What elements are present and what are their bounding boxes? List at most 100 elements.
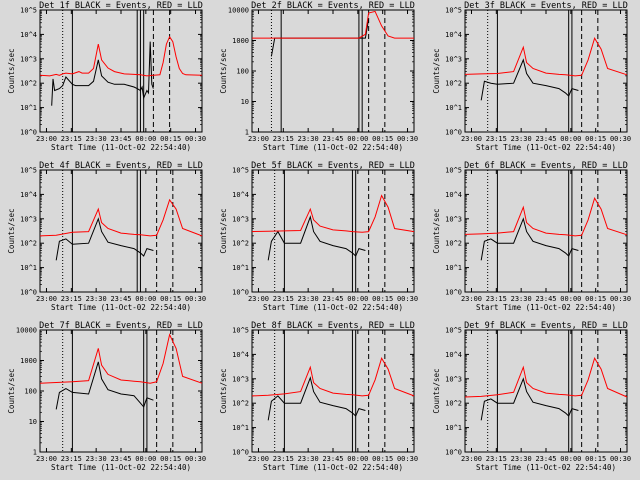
- x-axis-label: Start Time (11-Oct-02 22:54:40): [263, 143, 403, 152]
- chart-title: Det 6f BLACK = Events, RED = LLD: [464, 161, 628, 171]
- x-tick-label: 00:00: [135, 455, 156, 463]
- x-tick-label: 00:30: [397, 455, 418, 463]
- x-tick-label: 00:00: [347, 295, 368, 303]
- x-tick-label: 00:15: [372, 135, 393, 143]
- x-tick-label: 00:15: [372, 295, 393, 303]
- x-tick-label: 00:15: [585, 455, 606, 463]
- y-tick-label: 10^2: [232, 400, 249, 408]
- x-tick-label: 00:00: [560, 135, 581, 143]
- y-axis-label: Counts/sec: [432, 368, 441, 413]
- series-line: [39, 333, 203, 384]
- x-tick-label: 00:30: [185, 455, 206, 463]
- x-tick-label: 23:45: [110, 455, 131, 463]
- y-tick-label: 10^3: [445, 215, 462, 223]
- x-tick-label: 00:00: [135, 295, 156, 303]
- plot-area: [464, 329, 628, 453]
- y-tick-label: 10^0: [20, 129, 37, 137]
- y-tick-label: 10^2: [445, 400, 462, 408]
- x-tick-label: 00:00: [135, 135, 156, 143]
- chart-title: Det 7f BLACK = Events, RED = LLD: [39, 321, 203, 331]
- x-axis-label: Start Time (11-Oct-02 22:54:40): [51, 303, 191, 312]
- plot-area: [39, 329, 203, 453]
- x-tick-label: 23:00: [248, 135, 269, 143]
- plot-area: [251, 9, 415, 133]
- x-tick-label: 00:15: [160, 455, 181, 463]
- plot-area: [464, 169, 628, 293]
- y-tick-label: 10^3: [445, 55, 462, 63]
- y-tick-label: 10^0: [232, 289, 249, 297]
- plot-area: [39, 169, 203, 293]
- y-tick-label: 10^2: [20, 80, 37, 88]
- x-tick-label: 00:30: [185, 295, 206, 303]
- series-line: [480, 217, 579, 261]
- x-tick-label: 23:15: [273, 455, 294, 463]
- chart-panel: Det 9f BLACK = Events, RED = LLD 10^0 10^1…: [432, 321, 631, 472]
- x-tick-label: 00:15: [160, 135, 181, 143]
- x-tick-label: 00:15: [160, 295, 181, 303]
- y-tick-label: 10^2: [445, 80, 462, 88]
- x-tick-label: 00:30: [397, 295, 418, 303]
- x-tick-label: 00:30: [610, 455, 631, 463]
- x-tick-label: 23:45: [535, 455, 556, 463]
- y-tick-label: 10^2: [20, 240, 37, 248]
- x-tick-label: 00:30: [397, 135, 418, 143]
- y-tick-label: 10^3: [232, 215, 249, 223]
- x-tick-label: 23:30: [86, 135, 107, 143]
- y-tick-label: 10000: [16, 327, 37, 335]
- chart-title: Det 8f BLACK = Events, RED = LLD: [251, 321, 415, 331]
- x-tick-label: 00:00: [560, 455, 581, 463]
- y-tick-label: 10^4: [445, 191, 462, 199]
- y-tick-label: 10^4: [20, 31, 37, 39]
- series-line: [267, 215, 366, 261]
- chart-panel: Det 1f BLACK = Events, RED = LLD 10^0 10^1…: [7, 1, 206, 152]
- y-tick-label: 10^5: [445, 327, 462, 335]
- series-line: [480, 377, 579, 421]
- x-axis-label: Start Time (11-Oct-02 22:54:40): [476, 303, 616, 312]
- y-tick-label: 10^4: [445, 31, 462, 39]
- y-tick-label: 10^0: [20, 289, 37, 297]
- series-line: [480, 58, 579, 101]
- y-tick-label: 10^4: [232, 191, 249, 199]
- y-tick-label: 10^0: [445, 129, 462, 137]
- x-tick-label: 00:00: [560, 295, 581, 303]
- y-axis-label: Counts/sec: [7, 208, 16, 253]
- y-tick-label: 1000: [20, 357, 37, 365]
- x-tick-label: 23:00: [461, 295, 482, 303]
- x-tick-label: 23:15: [61, 295, 82, 303]
- plot-area: [464, 9, 628, 133]
- x-tick-label: 23:30: [298, 455, 319, 463]
- series-line: [39, 35, 203, 77]
- series-line: [251, 356, 415, 397]
- x-tick-label: 23:00: [248, 455, 269, 463]
- x-tick-label: 23:30: [511, 135, 532, 143]
- y-tick-label: 10000: [228, 7, 249, 15]
- y-tick-label: 10: [29, 418, 37, 426]
- y-tick-label: 10^4: [445, 351, 462, 359]
- plot-area: [39, 9, 203, 133]
- x-tick-label: 00:15: [585, 295, 606, 303]
- plot-area: [251, 329, 415, 453]
- x-tick-label: 23:45: [110, 135, 131, 143]
- x-tick-label: 00:15: [372, 455, 393, 463]
- x-tick-label: 23:00: [36, 455, 57, 463]
- series-line: [464, 36, 628, 77]
- x-tick-label: 23:30: [298, 295, 319, 303]
- x-tick-label: 23:30: [298, 135, 319, 143]
- y-tick-label: 10^5: [20, 167, 37, 175]
- y-tick-label: 100: [24, 388, 37, 396]
- x-tick-label: 23:30: [86, 295, 107, 303]
- y-tick-label: 10^1: [232, 424, 249, 432]
- y-axis-label: Counts/sec: [219, 368, 228, 413]
- y-tick-label: 1: [245, 129, 249, 137]
- y-tick-label: 10^2: [445, 240, 462, 248]
- x-tick-label: 00:30: [610, 135, 631, 143]
- x-tick-label: 23:15: [61, 135, 82, 143]
- y-axis-label: Counts/sec: [432, 48, 441, 93]
- y-tick-label: 10^1: [445, 104, 462, 112]
- y-tick-label: 10^0: [445, 449, 462, 457]
- x-tick-label: 23:45: [535, 295, 556, 303]
- x-tick-label: 23:00: [461, 135, 482, 143]
- chart-panel: Det 5f BLACK = Events, RED = LLD 10^0 10^1…: [219, 161, 418, 312]
- series-line: [55, 217, 154, 261]
